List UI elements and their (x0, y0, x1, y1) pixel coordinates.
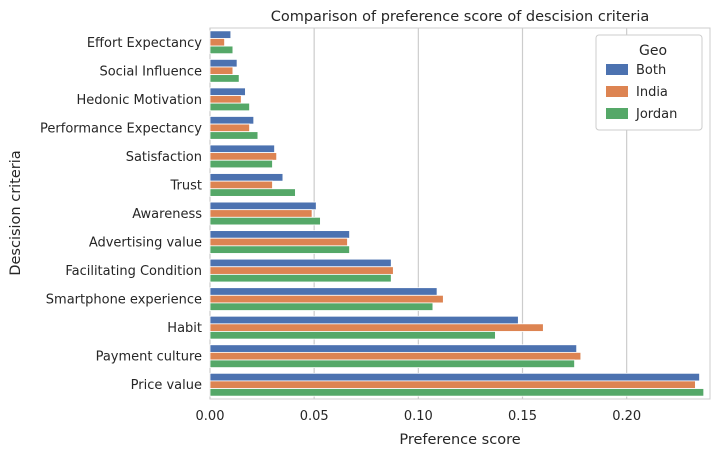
bar-both (209, 344, 578, 353)
bar-both (209, 116, 255, 125)
bar-india (209, 380, 696, 389)
bar-jordan (209, 159, 273, 169)
x-tick-label: 0.20 (612, 409, 641, 424)
legend-swatch-jordan (606, 108, 628, 119)
bar-jordan (209, 102, 250, 112)
y-tick-label: Awareness (132, 207, 202, 222)
bar-india (209, 180, 273, 190)
bars (209, 30, 705, 397)
bar-jordan (209, 302, 434, 311)
legend-items: Both India Jordan (606, 63, 677, 122)
legend-box (595, 34, 703, 131)
y-tick-label: Effort Expectancy (87, 36, 202, 51)
y-tick-label: Trust (170, 178, 202, 193)
bar-both (209, 372, 700, 382)
x-tick-label: 0.00 (196, 409, 225, 424)
legend-title: Geo (639, 43, 667, 59)
bar-both (209, 173, 284, 182)
y-tick-label: Price value (131, 378, 202, 393)
x-tick-labels: 0.00 0.05 0.10 0.15 0.20 (196, 409, 642, 424)
y-tick-label: Advertising value (89, 236, 202, 251)
bar-jordan (209, 216, 321, 226)
bar-india (209, 123, 250, 133)
legend-label-both: Both (636, 63, 666, 78)
bar-jordan (209, 131, 259, 140)
bar-india (209, 152, 278, 161)
legend-swatch-india (606, 86, 628, 97)
bar-india (209, 323, 544, 332)
bar-both (209, 201, 317, 211)
legend-swatch-both (606, 64, 628, 75)
bar-india (209, 351, 582, 361)
bar-both (209, 58, 238, 68)
bar-india (209, 209, 313, 218)
bar-both (209, 144, 275, 154)
legend-label-jordan: Jordan (635, 107, 677, 122)
y-tick-label: Satisfaction (126, 150, 202, 165)
x-axis-label: Preference score (399, 432, 520, 448)
y-tick-labels: Effort Expectancy Social Influence Hedonic… (40, 36, 202, 393)
bar-both (209, 258, 392, 268)
bar-jordan (209, 359, 575, 369)
x-tick-label: 0.05 (300, 409, 329, 424)
bar-india (209, 66, 234, 76)
y-tick-label: Performance Expectancy (40, 121, 202, 136)
legend-label-india: India (636, 85, 668, 100)
y-tick-label: Smartphone experience (46, 293, 202, 308)
bar-india (209, 237, 348, 247)
bar-india (209, 95, 242, 104)
chart-title: Comparison of preference score of descis… (271, 9, 650, 25)
bar-india (209, 294, 444, 304)
bar-both (209, 230, 350, 239)
bar-both (209, 287, 438, 296)
y-tick-label: Facilitating Condition (65, 264, 202, 279)
x-tick-label: 0.10 (404, 409, 433, 424)
bar-jordan (209, 388, 705, 397)
bar-india (209, 266, 394, 275)
y-axis-label: Descision criteria (8, 150, 24, 275)
bar-jordan (209, 45, 234, 55)
y-tick-label: Hedonic Motivation (76, 93, 202, 108)
bar-both (209, 87, 246, 96)
bar-jordan (209, 245, 350, 254)
legend: Geo Both India Jordan (595, 34, 703, 131)
bar-both (209, 315, 519, 325)
bar-jordan (209, 74, 240, 83)
bar-both (209, 30, 232, 39)
bar-jordan (209, 188, 296, 197)
bar-jordan (209, 331, 496, 340)
y-tick-label: Habit (167, 321, 202, 336)
bar-india (209, 38, 225, 47)
x-tick-label: 0.15 (508, 409, 537, 424)
bar-jordan (209, 273, 392, 283)
y-tick-label: Payment culture (96, 350, 202, 365)
y-tick-label: Social Influence (99, 64, 202, 79)
